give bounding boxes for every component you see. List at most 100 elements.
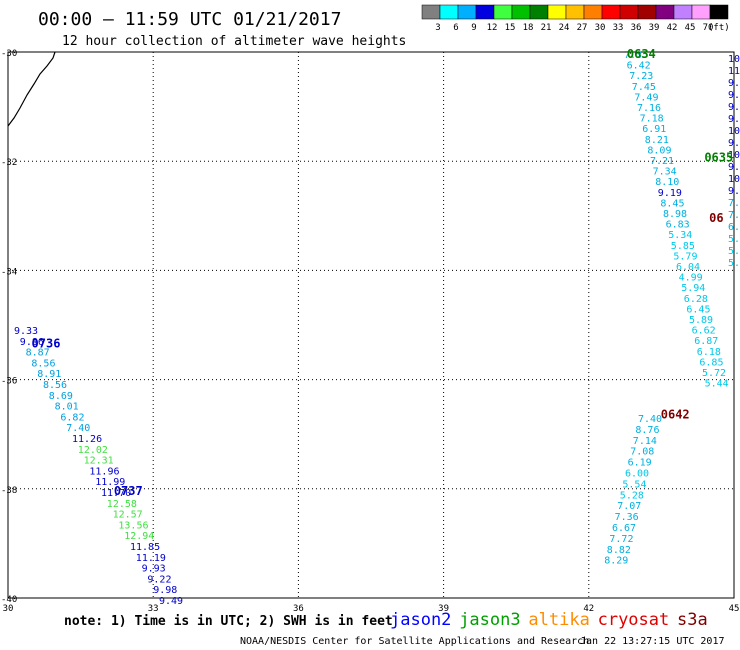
east-track-value: 6.85 [699,357,723,368]
credit-text: NOAA/NESDIS Center for Satellite Applica… [240,636,589,647]
west-track-value: 11.70 [101,488,131,499]
pass-time-label: 0634 [627,47,656,61]
colorbar-swatch [637,4,657,20]
east-track-value: 7.35 [624,50,648,61]
east-track-value: 6.42 [627,61,651,72]
east-track-value: 7.49 [634,92,658,103]
west-track-value: 9.49 [159,596,183,607]
east-track-value: 8.21 [645,135,669,146]
colorbar-swatch [421,4,441,20]
edge-track-value: 9.60 [728,114,740,125]
longitude-label: 42 [583,604,594,614]
colorbar-label: 21 [541,23,552,33]
colorbar-label: 30 [595,23,606,33]
longitude-label: 30 [3,604,14,614]
map-title: 00:00 – 11:59 UTC 01/21/2017 [38,9,341,30]
colorbar-label: 42 [667,23,678,33]
edge-track-value: 11 [728,66,740,77]
east-track-value: 6.00 [625,469,649,480]
east-track-value: 6.87 [694,336,718,347]
edge-track-value: 7.4 [728,198,740,209]
timestamp-text: Jan 22 13:27:15 UTC 2017 [580,636,725,647]
east-track-value: 6.04 [676,262,700,273]
east-track-value: 7.21 [650,156,674,167]
west-track-value: 9.98 [153,585,177,596]
east-track-value: 6.19 [628,458,652,469]
satellite-legend-cryosat: cryosat [598,610,670,630]
colorbar-swatch [619,4,639,20]
colorbar-label: 3 [435,23,440,33]
colorbar-swatch [565,4,585,20]
colorbar-swatch [673,4,693,20]
colorbar-swatch [655,4,675,20]
edge-track-value: 7.7 [728,210,740,221]
west-track-value: 12.94 [124,531,154,542]
pass-time-label: 0737 [114,484,143,498]
latitude-label: -38 [1,486,17,496]
satellite-legend-jason3: jason3 [459,610,520,630]
altimeter-tracks: 9.339.868.878.568.918.568.698.016.827.40… [14,50,740,607]
east-track-value: 8.98 [663,209,687,220]
satellite-legend-jason2: jason2 [390,610,451,630]
west-track-value: 6.82 [60,412,84,423]
latitude-label: -34 [1,267,17,277]
colorbar-unit: (ft) [708,23,730,33]
wave-height-colorbar: 3 6 9 12 15 18 21 24 27 30 33 36 39 42 45 70(ft) [421,4,730,33]
east-track-value: 6.83 [666,220,690,231]
west-track-value: 9.93 [142,564,166,575]
pass-time-label: 0736 [32,336,61,350]
east-track-value: 6.62 [692,326,716,337]
lat-lon-grid [8,52,734,598]
east-track-value: 7.36 [615,512,639,523]
latitude-label: -30 [1,49,17,59]
latitude-label: -40 [1,595,17,605]
east-track-value: 5.34 [668,230,692,241]
pass-time-label: 06 [709,211,723,225]
units-note: note: 1) Time is in UTC; 2) SWH is in fe… [64,614,393,629]
east-track-value: 5.89 [689,315,713,326]
east-track-value: 7.34 [653,167,677,178]
west-track-value: 8.87 [26,348,50,359]
east-track-value: 7.08 [630,447,654,458]
edge-track-value: 9.8 [728,90,740,101]
west-track-value: 13.56 [118,520,148,531]
east-track-value: 8.76 [635,425,659,436]
west-track-value: 12.31 [84,456,114,467]
west-track-value: 11.85 [130,542,160,553]
longitude-label: 33 [148,604,159,614]
east-track-value: 7.18 [640,114,664,125]
edge-track-value: 9.99 [728,138,740,149]
edge-track-value: 10.06 [728,174,740,185]
east-track-value: 8.09 [647,145,671,156]
east-track-value: 8.45 [660,198,684,209]
west-track-value: 9.86 [20,337,44,348]
map-frame [7,51,735,599]
colorbar-swatch [529,4,549,20]
colorbar-label: 27 [577,23,588,33]
west-track-value: 9.33 [14,326,38,337]
colorbar-label: 33 [613,23,624,33]
colorbar-swatch [493,4,513,20]
colorbar-label: 70 [703,23,714,33]
edge-track-value: 10.40 [728,126,740,137]
satellite-legend-altika: altika [528,610,589,630]
edge-track-value: 9. [728,78,740,89]
east-track-value: 7.45 [632,82,656,93]
east-track-value: 6.67 [612,523,636,534]
map-subtitle: 12 hour collection of altimeter wave hei… [62,34,406,49]
colorbar-swatch [601,4,621,20]
longitude-label: 45 [729,604,740,614]
edge-track-value: 9.73 [728,162,740,173]
colorbar-label: 12 [487,23,498,33]
west-track-value: 11.99 [95,477,125,488]
colorbar-swatch [457,4,477,20]
colorbar-swatch [709,4,729,20]
colorbar-label: 36 [631,23,642,33]
latitude-label: -32 [1,158,17,168]
pass-time-labels: 0634 0635 0642 06 0736 0737 [32,47,734,498]
east-track-value: 5.85 [671,241,695,252]
east-track-value: 8.29 [604,556,628,567]
longitude-label: 36 [293,604,304,614]
colorbar-swatch [547,4,567,20]
